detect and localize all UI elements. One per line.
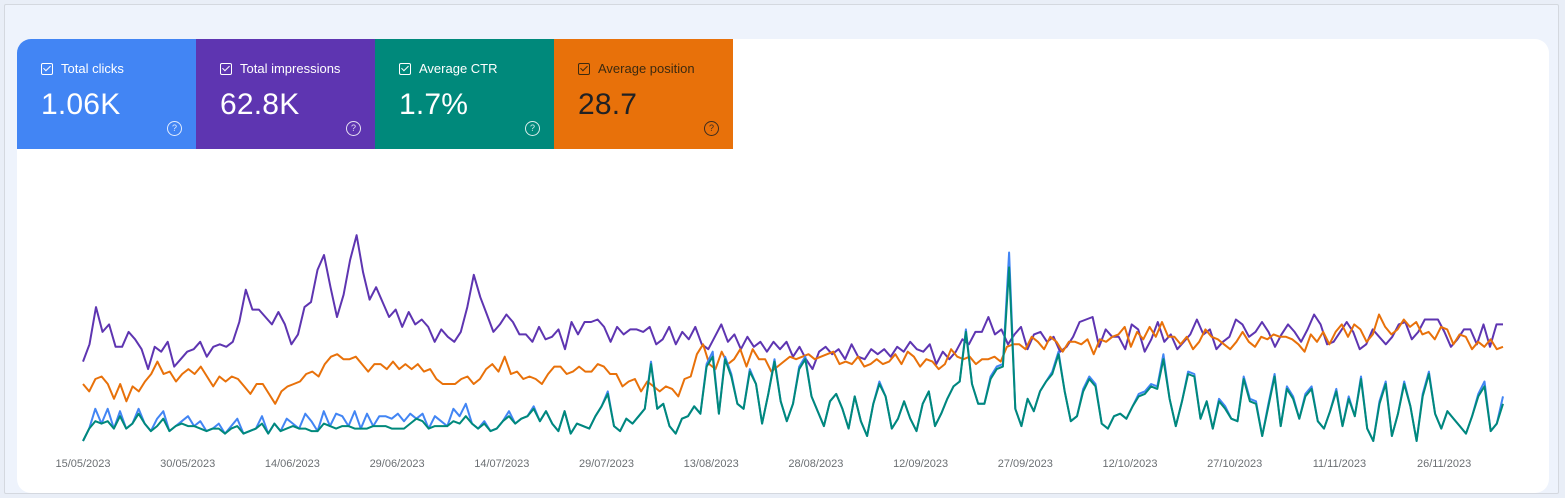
x-tick-label: 29/06/2023 (370, 458, 425, 470)
metric-tile-total-impressions[interactable]: Total impressions 62.8K ? (196, 39, 375, 149)
help-icon[interactable]: ? (167, 121, 182, 136)
checkbox-checked-icon[interactable] (41, 62, 53, 75)
help-icon[interactable]: ? (704, 121, 719, 136)
x-tick-label: 13/08/2023 (684, 458, 739, 470)
x-tick-label: 28/08/2023 (788, 458, 843, 470)
metric-label: Total impressions (240, 61, 341, 76)
x-tick-label: 12/10/2023 (1102, 458, 1157, 470)
metric-label: Average position (598, 61, 695, 76)
metric-tile-average-position[interactable]: Average position 28.7 ? (554, 39, 733, 149)
x-tick-label: 26/11/2023 (1417, 458, 1471, 470)
report-frame: Total clicks 1.06K ? Total impressions 6… (4, 4, 1559, 494)
checkbox-checked-icon[interactable] (578, 62, 590, 75)
metric-tile-total-clicks[interactable]: Total clicks 1.06K ? (17, 39, 196, 149)
metric-tile-average-ctr[interactable]: Average CTR 1.7% ? (375, 39, 554, 149)
series-line-total-impressions (82, 234, 1503, 371)
x-tick-label: 15/05/2023 (55, 458, 110, 470)
x-tick-label: 12/09/2023 (893, 458, 948, 470)
metric-value: 28.7 (578, 88, 638, 121)
metric-label: Total clicks (61, 61, 124, 76)
x-tick-label: 27/10/2023 (1207, 458, 1262, 470)
checkbox-checked-icon[interactable] (220, 62, 232, 75)
checkbox-checked-icon[interactable] (399, 62, 411, 75)
x-tick-label: 30/05/2023 (160, 458, 215, 470)
x-tick-label: 27/09/2023 (998, 458, 1053, 470)
series-line-average-position (82, 313, 1504, 405)
x-tick-label: 29/07/2023 (579, 458, 634, 470)
x-tick-label: 14/07/2023 (474, 458, 529, 470)
metric-label: Average CTR (419, 61, 498, 76)
metric-tiles: Total clicks 1.06K ? Total impressions 6… (17, 39, 733, 149)
series-line-total-clicks (82, 251, 1504, 442)
metric-value: 1.7% (399, 88, 469, 121)
metric-value: 62.8K (220, 88, 300, 121)
performance-line-chart: 15/05/2023 30/05/2023 14/06/2023 29/06/2023… (55, 234, 1504, 470)
x-tick-label: 14/06/2023 (265, 458, 320, 470)
performance-card: Total clicks 1.06K ? Total impressions 6… (17, 39, 1549, 493)
metric-value: 1.06K (41, 88, 121, 121)
x-tick-label: 11/11/2023 (1313, 458, 1366, 470)
help-icon[interactable]: ? (346, 121, 361, 136)
series-line-average-ctr (82, 266, 1504, 442)
help-icon[interactable]: ? (525, 121, 540, 136)
